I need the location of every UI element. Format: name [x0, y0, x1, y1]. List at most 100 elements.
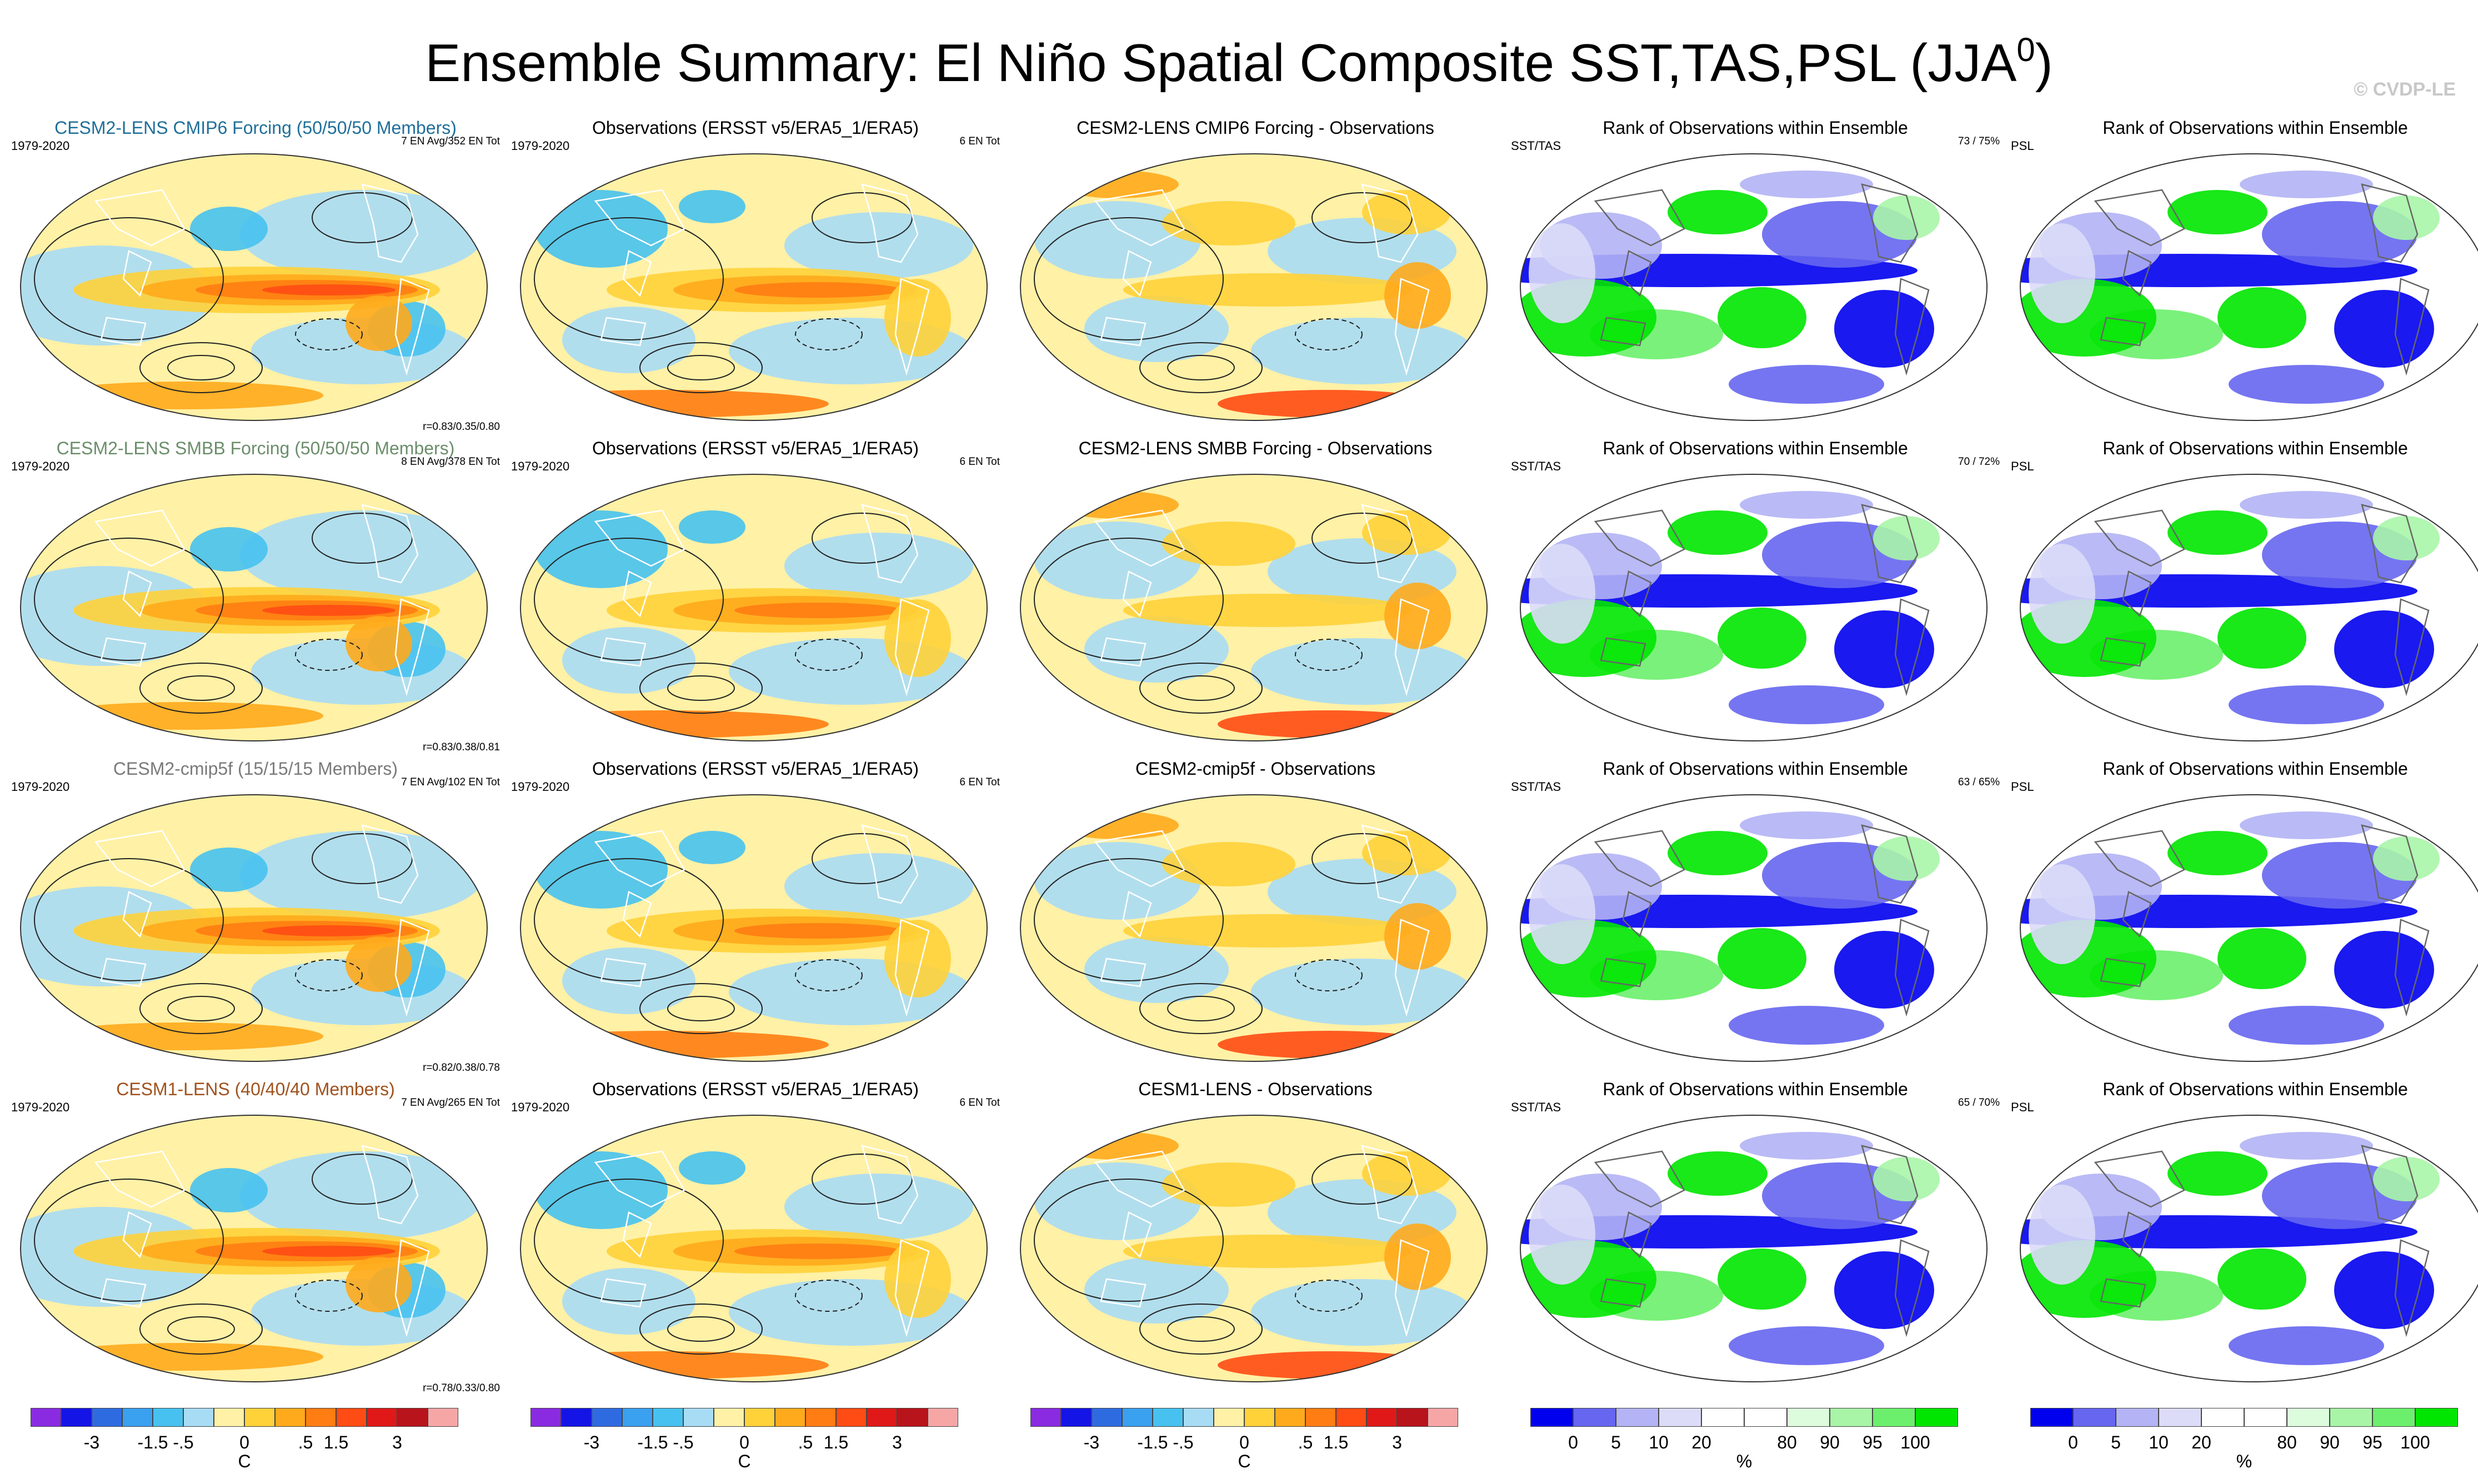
globe-field	[1520, 795, 1987, 1061]
globe-map	[2020, 1115, 2478, 1382]
panel-variable: PSL	[2011, 139, 2034, 153]
colorbar-swatch	[1830, 1408, 1873, 1427]
psl-contour	[139, 983, 263, 1034]
globe-border	[1020, 794, 1488, 1062]
map-panel: Rank of Observations within Ensemble SST/…	[1511, 437, 2000, 754]
continent-outline	[2394, 1239, 2430, 1337]
psl-contour-negative	[295, 959, 363, 991]
panel-variable: PSL	[2011, 459, 2034, 473]
continent-outline	[2122, 891, 2152, 938]
anomaly-colorbar: -3 -1.5 -.5 0 .5 1.5 3 C	[31, 1408, 458, 1471]
globe-border	[1520, 1115, 1988, 1382]
anomaly-region	[1362, 831, 1451, 875]
rank-region	[1718, 287, 1806, 348]
continent-outline	[2094, 830, 2185, 888]
continent-outline	[1594, 509, 1685, 567]
globe-field	[2020, 795, 2478, 1061]
psl-contour-negative	[795, 639, 863, 671]
anomaly-region	[190, 527, 268, 571]
colorbar-swatch	[2415, 1408, 2458, 1427]
panel-event-count: 8 EN Avg/378 EN Tot	[401, 456, 500, 468]
continent-outline	[1094, 509, 1185, 567]
rank-region	[2217, 928, 2306, 989]
colorbar-swatch	[2159, 1408, 2201, 1427]
continent-outline	[1122, 1211, 1152, 1259]
continent-outline	[1600, 1278, 1646, 1308]
globe-field	[21, 795, 487, 1061]
anomaly-region	[1251, 318, 1473, 384]
continent-outline	[594, 189, 685, 247]
globe-map	[2020, 153, 2478, 421]
map-panel: CESM2-LENS SMBB Forcing - Observations	[1011, 437, 1500, 754]
rank-region	[1740, 811, 1873, 839]
colorbar-tick-label: -.5	[673, 1432, 694, 1452]
colorbar-tick-label: 1.5	[823, 1432, 849, 1452]
continent-outline	[894, 919, 930, 1017]
figure-title-text: Ensemble Summary: El Niño Spatial Compos…	[425, 33, 2017, 93]
anomaly-region	[1384, 262, 1451, 329]
colorbar-swatch	[367, 1408, 397, 1427]
colorbar-swatch	[561, 1408, 592, 1427]
psl-contour	[167, 355, 235, 380]
continent-outline	[861, 183, 919, 263]
panel-period: 1979-2020	[11, 1100, 70, 1114]
rank-region	[2029, 1185, 2095, 1285]
anomaly-region	[1162, 842, 1295, 886]
panel-variable: SST/TAS	[1511, 1100, 1561, 1114]
continent-outline	[1861, 1145, 1919, 1225]
globe-field	[520, 154, 987, 420]
colorbar-tick-label: 80	[2277, 1432, 2297, 1452]
anomaly-region	[346, 936, 412, 992]
psl-contour	[34, 217, 224, 340]
rank-region	[1873, 516, 1940, 560]
continent-outline	[1100, 957, 1147, 987]
rank-region	[2229, 685, 2384, 724]
colorbar-swatch	[775, 1408, 805, 1427]
colorbar-swatch	[1397, 1408, 1428, 1427]
globe-border	[20, 1115, 488, 1382]
rank-region	[1718, 928, 1806, 989]
continent-outline	[1894, 1239, 1930, 1337]
continent-outline	[1622, 250, 1652, 297]
continent-outline	[2094, 509, 2185, 567]
psl-contour	[534, 1179, 724, 1302]
anomaly-region	[240, 1151, 484, 1240]
colorbar-swatch	[1573, 1408, 1616, 1427]
continent-outline	[2361, 504, 2419, 584]
colorbar-tick-label: .5	[298, 1432, 313, 1452]
map-panel: Rank of Observations within Ensemble SST/…	[1511, 117, 2000, 433]
continent-outline	[2100, 637, 2146, 667]
panel-variable: SST/TAS	[1511, 139, 1561, 153]
rank-region	[2334, 931, 2434, 1009]
map-panel: Rank of Observations within Ensemble SST/…	[1511, 1078, 2000, 1395]
map-panel: CESM2-LENS CMIP6 Forcing - Observations	[1011, 117, 1500, 433]
globe-map	[520, 1115, 988, 1382]
psl-contour	[167, 1316, 235, 1342]
continent-outline	[600, 317, 647, 347]
globe-border	[1520, 153, 1988, 421]
psl-contour	[312, 192, 413, 243]
panel-title: CESM2-cmip5f (15/15/15 Members)	[113, 759, 398, 779]
rank-region	[2373, 516, 2440, 560]
anomaly-region	[884, 920, 951, 997]
continent-outline	[122, 250, 152, 297]
psl-contour	[639, 983, 763, 1034]
colorbar-swatch	[928, 1408, 958, 1427]
psl-contour	[639, 663, 763, 714]
colorbar-unit: C	[238, 1451, 251, 1471]
anomaly-colorbar: -3 -1.5 -.5 0 .5 1.5 3 C	[1030, 1408, 1458, 1471]
globe-border	[20, 794, 488, 1062]
anomaly-region	[190, 1168, 268, 1212]
colorbar-swatch	[2330, 1408, 2372, 1427]
psl-contour	[667, 1316, 735, 1342]
panel-correlation: r=0.82/0.38/0.78	[423, 1062, 500, 1074]
globe-border	[2020, 794, 2478, 1062]
continent-outline	[622, 891, 652, 938]
rank-region	[2229, 1326, 2384, 1365]
colorbar-swatch	[1616, 1408, 1659, 1427]
globe-field	[1020, 474, 1487, 741]
colorbar-swatch	[2201, 1408, 2244, 1427]
continent-outline	[2100, 1278, 2146, 1308]
globe-map	[1020, 153, 1488, 421]
rank-region	[1718, 608, 1806, 669]
